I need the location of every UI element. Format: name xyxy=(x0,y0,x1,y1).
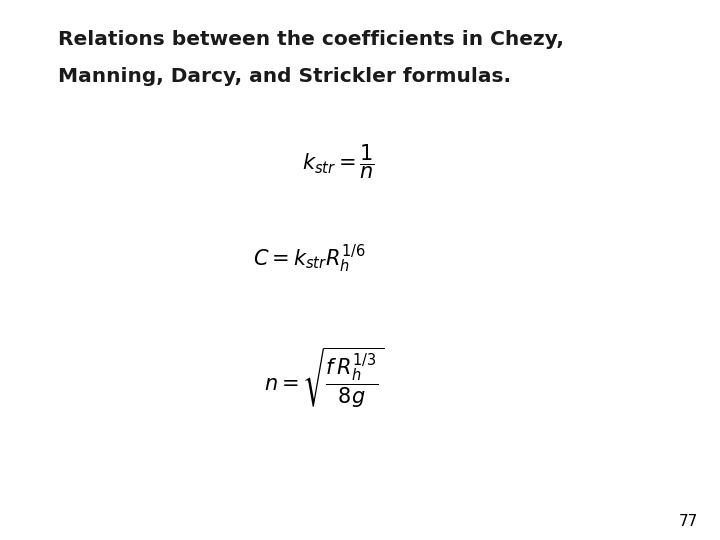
Text: 77: 77 xyxy=(679,514,698,529)
Text: $k_{str} = \dfrac{1}{n}$: $k_{str} = \dfrac{1}{n}$ xyxy=(302,143,375,181)
Text: $C = k_{str} R_h^{1/6}$: $C = k_{str} R_h^{1/6}$ xyxy=(253,243,366,275)
Text: $n = \sqrt{\dfrac{f \, R_h^{1/3}}{8g}}$: $n = \sqrt{\dfrac{f \, R_h^{1/3}}{8g}}$ xyxy=(264,346,384,410)
Text: Manning, Darcy, and Strickler formulas.: Manning, Darcy, and Strickler formulas. xyxy=(58,68,510,86)
Text: Relations between the coefficients in Chezy,: Relations between the coefficients in Ch… xyxy=(58,30,564,49)
